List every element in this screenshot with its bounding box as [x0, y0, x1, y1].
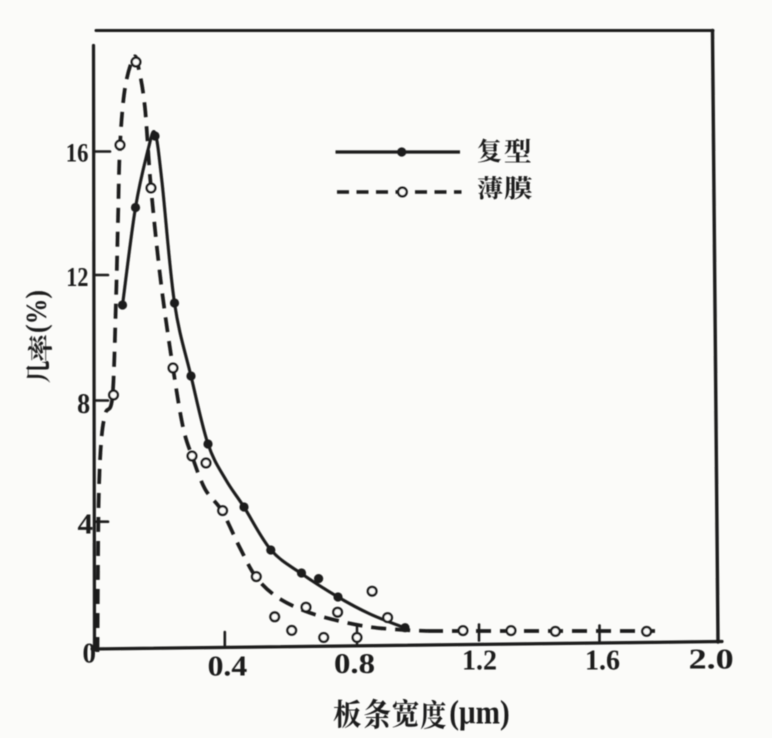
svg-text:4: 4 [78, 509, 94, 541]
svg-text:1.6: 1.6 [585, 646, 620, 677]
svg-text:2.0: 2.0 [689, 645, 734, 676]
svg-text:1.2: 1.2 [462, 646, 497, 677]
svg-text:(μm): (μm) [449, 695, 509, 732]
svg-text:8: 8 [77, 388, 90, 420]
svg-text:16: 16 [66, 139, 89, 168]
svg-text:(%): (%) [20, 290, 53, 333]
svg-text:12: 12 [66, 262, 88, 292]
svg-text:0.8: 0.8 [334, 649, 375, 680]
svg-text:0.4: 0.4 [208, 652, 248, 683]
svg-text:0: 0 [83, 639, 97, 670]
